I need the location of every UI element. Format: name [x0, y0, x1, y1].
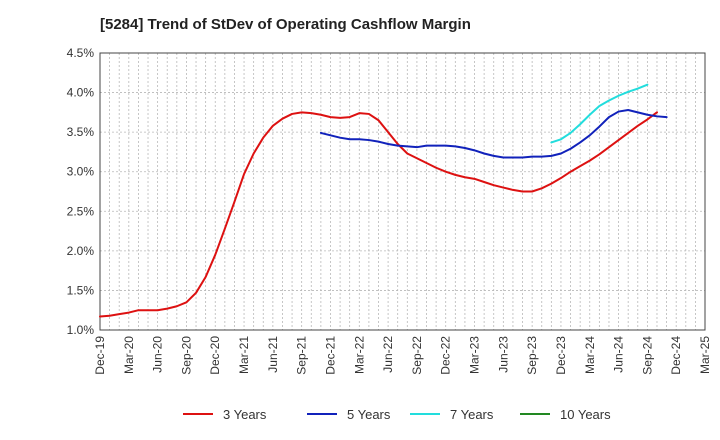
y-tick-label: 1.5% — [67, 283, 95, 297]
y-tick-label: 2.5% — [67, 204, 95, 218]
y-tick-label: 3.0% — [67, 165, 95, 179]
x-tick-label: Jun-21 — [266, 336, 280, 373]
x-tick-label: Sep-24 — [640, 336, 654, 375]
plot-frame — [99, 52, 706, 331]
legend-label-2: 5 Years — [347, 407, 391, 422]
x-tick-label: Jun-20 — [151, 336, 165, 373]
x-tick-label: Sep-22 — [410, 336, 424, 375]
x-tick-label: Jun-22 — [381, 336, 395, 373]
x-tick-label: Mar-21 — [237, 336, 251, 374]
legend-label-4: 10 Years — [560, 407, 611, 422]
legend-label-3: 7 Years — [450, 407, 494, 422]
x-tick-label: Sep-21 — [295, 336, 309, 375]
x-tick-label: Mar-25 — [698, 336, 712, 374]
y-tick-label: 4.5% — [67, 46, 95, 60]
x-tick-label: Sep-20 — [179, 336, 193, 375]
legend-label-1: 3 Years — [223, 407, 267, 422]
x-tick-label: Dec-24 — [669, 336, 683, 375]
y-tick-label: 4.0% — [67, 86, 95, 100]
x-tick-label: Mar-24 — [583, 336, 597, 374]
x-tick-label: Dec-20 — [208, 336, 222, 375]
x-tick-label: Jun-23 — [496, 336, 510, 373]
series-lines — [99, 83, 668, 318]
y-tick-label: 1.0% — [67, 323, 95, 337]
x-tick-label: Dec-19 — [93, 336, 107, 375]
x-tick-label: Mar-23 — [468, 336, 482, 374]
x-tick-label: Mar-20 — [122, 336, 136, 374]
series-line-3 — [550, 83, 649, 144]
x-tick-label: Sep-23 — [525, 336, 539, 375]
axes: 1.0% 1.5% 2.0% 2.5% 3.0% 3.5% 4.0% 4.5% Dec-19 Ma… — [67, 46, 712, 375]
y-tick-label: 3.5% — [67, 125, 95, 139]
x-tick-label: Dec-23 — [554, 336, 568, 375]
x-tick-label: Mar-22 — [352, 336, 366, 374]
x-tick-label: Dec-21 — [323, 336, 337, 375]
series-line-2 — [319, 108, 668, 159]
series-line-1 — [99, 111, 658, 318]
legend: 3 Years 5 Years 7 Years 10 Years — [183, 407, 611, 422]
x-tick-label: Jun-24 — [612, 336, 626, 373]
chart-title: [5284] Trend of StDev of Operating Cashf… — [100, 16, 471, 33]
x-tick-label: Dec-22 — [439, 336, 453, 375]
grid-lines — [99, 52, 706, 331]
y-tick-label: 2.0% — [67, 244, 95, 258]
